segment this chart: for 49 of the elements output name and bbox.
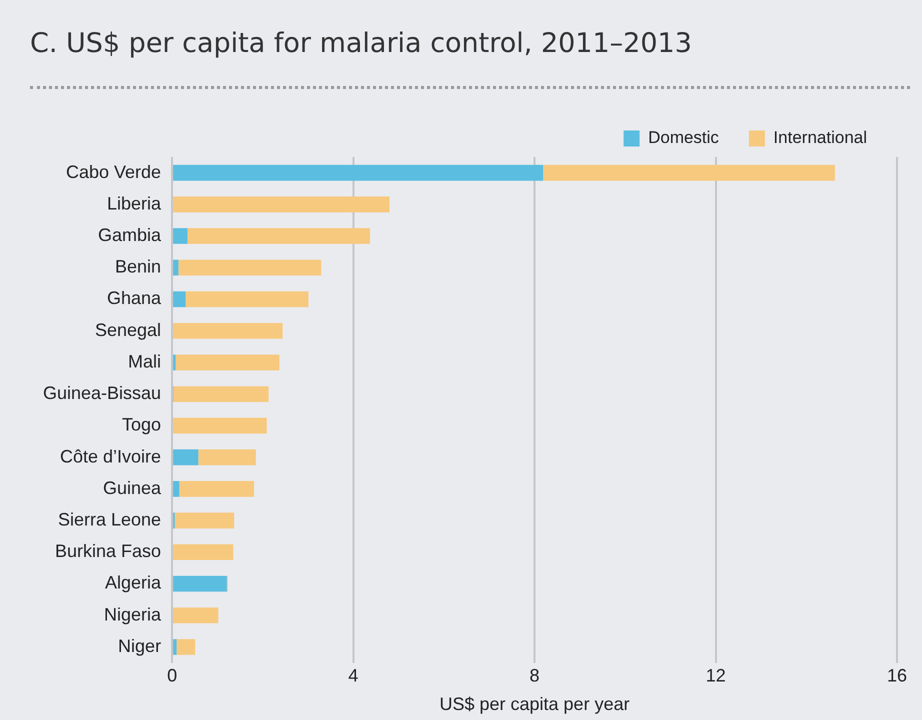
bar (173, 607, 218, 624)
bar (173, 418, 267, 434)
x-tick-label: 16 (886, 666, 908, 686)
y-tick-label: Burkina Faso (55, 541, 162, 562)
x-tick-label: 12 (706, 666, 726, 686)
y-tick-label: Liberia (107, 193, 162, 214)
y-tick-label: Sierra Leone (58, 510, 162, 530)
bar (173, 544, 234, 560)
y-tick-label: Gambia (98, 225, 162, 245)
bar (543, 164, 835, 181)
bar (187, 228, 370, 244)
bar (173, 196, 390, 212)
bar (179, 481, 254, 497)
x-tick-label: 0 (167, 666, 178, 686)
bar (173, 386, 269, 402)
y-tick-label: Ghana (107, 288, 162, 308)
bar (173, 260, 178, 276)
x-axis-title: US$ per capita per year (439, 694, 630, 714)
bar (176, 354, 280, 370)
y-tick-label: Algeria (105, 572, 162, 593)
bar (173, 576, 227, 592)
bar (173, 354, 176, 370)
y-tick-label: Togo (122, 414, 162, 435)
bar (173, 322, 283, 339)
y-tick-label: Côte d’Ivoire (60, 446, 162, 466)
bar (198, 449, 256, 466)
bar (173, 449, 198, 466)
bar (173, 481, 180, 497)
y-tick-label: Mali (128, 351, 162, 372)
y-tick-label: Guinea (103, 478, 162, 498)
y-tick-label: Nigeria (104, 604, 162, 624)
bar (173, 291, 186, 308)
y-tick-label: Senegal (95, 320, 162, 340)
y-tick-label: Cabo Verde (66, 162, 162, 182)
chart-title: C. US$ per capita for malaria control, 2011–2013 (30, 28, 692, 59)
bar (173, 164, 544, 181)
bar (186, 291, 308, 308)
x-tick-label: 8 (530, 666, 540, 686)
bar (176, 639, 196, 655)
bar (173, 639, 177, 655)
legend-label: International (773, 128, 868, 148)
legend-label: Domestic (648, 128, 720, 148)
bar (173, 228, 188, 244)
x-tick-label: 4 (348, 666, 358, 686)
bar (178, 260, 322, 276)
bar (174, 512, 234, 528)
y-tick-label: Benin (115, 256, 162, 277)
y-tick-label: Guinea-Bissau (42, 383, 162, 404)
y-tick-label: Niger (118, 636, 162, 656)
